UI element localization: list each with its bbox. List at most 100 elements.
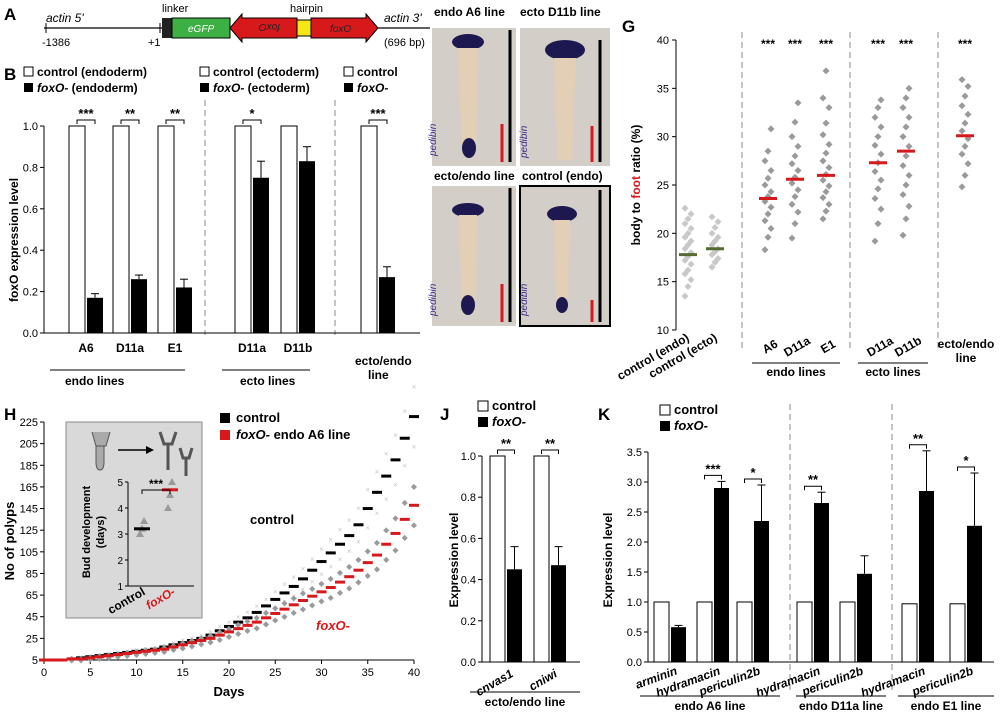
data-point <box>871 167 879 175</box>
significance-label: *** <box>788 37 802 51</box>
bar-foxo <box>551 565 566 662</box>
replicate-point: ◆ <box>281 598 288 607</box>
data-point <box>684 229 692 237</box>
legend-foxo-endo: foxO- (endoderm) <box>37 81 138 95</box>
bud-icon <box>178 447 194 476</box>
b-group-endo: endo lines <box>65 374 125 388</box>
data-point <box>825 104 833 112</box>
b-group-ecto: ecto lines <box>240 374 296 388</box>
significance-label: *** <box>78 106 94 121</box>
data-point <box>825 140 833 148</box>
significance-label: *** <box>761 37 775 51</box>
replicate-point: ◆ <box>226 632 233 641</box>
panel-i-inset-bg <box>65 421 203 619</box>
data-point <box>899 133 907 141</box>
data-point <box>708 213 716 221</box>
micrograph-c-stain: pedibin <box>428 123 439 157</box>
legend-foxo: foxO- <box>357 81 388 95</box>
data-point <box>899 104 907 112</box>
bar-control <box>696 601 713 663</box>
replicate-point: × <box>402 407 407 416</box>
micrograph-e-foot <box>461 295 475 315</box>
significance-bracket <box>744 478 762 483</box>
x-tick-label: 0 <box>41 667 47 679</box>
y-tick-label: 35 <box>657 83 669 95</box>
x-tick-label: D11a <box>781 333 813 359</box>
replicate-point: ◆ <box>392 514 399 523</box>
replicate-point: × <box>365 523 370 532</box>
x-tick-label: 40 <box>408 667 420 679</box>
micrograph-e-title: ecto/endo line <box>434 169 515 183</box>
data-point <box>899 231 907 239</box>
significance-bracket <box>120 119 140 124</box>
micrograph-c: endo A6 line pedibin <box>428 5 516 166</box>
replicate-point: ◆ <box>170 645 177 654</box>
data-point <box>902 152 910 160</box>
significance-bracket <box>242 119 262 124</box>
legend-foxo-italic: foxO- <box>236 427 270 442</box>
replicate-point: ◆ <box>337 568 344 577</box>
annotation-foxo: foxO- <box>316 618 350 633</box>
bar-foxo <box>967 525 982 662</box>
data-point <box>711 224 719 232</box>
group-label-ecto: ecto lines <box>865 365 921 379</box>
bar-control <box>489 455 506 663</box>
replicate-point: × <box>384 449 389 458</box>
micrograph-panels: endo A6 line pedibin ecto D11b line pedi… <box>428 5 611 327</box>
significance-bracket <box>165 119 185 124</box>
data-point <box>681 220 689 228</box>
replicate-point: ◆ <box>254 613 261 622</box>
x-tick-label: A6 <box>760 336 781 356</box>
data-point <box>767 225 775 232</box>
y-tick-label: 45 <box>26 612 38 624</box>
replicate-point: ◆ <box>263 620 270 629</box>
significance-bracket <box>141 489 171 494</box>
micrograph-d-title: ecto D11b line <box>520 5 601 19</box>
significance-bracket <box>497 449 515 454</box>
replicate-point: × <box>356 504 361 513</box>
replicate-point: ◆ <box>133 650 140 659</box>
significance-bracket <box>957 466 975 471</box>
y-tick-label: 25 <box>26 633 38 645</box>
replicate-point: × <box>338 526 343 535</box>
bar-control <box>68 125 86 334</box>
data-point <box>761 246 769 254</box>
replicate-point: ◆ <box>189 641 196 650</box>
hairpin-block <box>296 19 312 37</box>
y-tick-label: 20 <box>657 228 669 240</box>
replicate-point: ◆ <box>374 538 381 547</box>
replicate-point: ◆ <box>383 526 390 535</box>
group-label: endo A6 line <box>675 699 746 713</box>
x-tick-label: 25 <box>269 667 281 679</box>
y-tick-label: 1.0 <box>627 597 642 609</box>
replicate-point: × <box>412 383 417 392</box>
replicate-point: ◆ <box>180 638 187 647</box>
data-point <box>166 491 174 498</box>
legend-control: control <box>492 398 536 413</box>
bar-foxo <box>857 573 872 662</box>
replicate-point: ◆ <box>411 482 418 491</box>
legend-foxo-ecto: foxO- (ectoderm) <box>213 81 310 95</box>
linker-label: linker <box>162 3 189 15</box>
y-label-foot: foot <box>629 176 643 199</box>
replicate-point: ◆ <box>207 638 214 647</box>
replicate-point: ◆ <box>383 555 390 564</box>
y-tick-label: 65 <box>26 590 38 602</box>
micrograph-e-head <box>452 203 484 217</box>
legend-foxo-ecto-rest: (ectoderm) <box>244 81 309 95</box>
data-point <box>822 188 830 196</box>
replicate-point: ◆ <box>300 604 307 613</box>
group-label: endo E1 line <box>911 699 982 713</box>
replicate-point: × <box>245 608 250 617</box>
replicate-point: × <box>199 631 204 640</box>
replicate-point: ◆ <box>328 574 335 583</box>
legend-foxo-endo-rest: (endoderm) <box>68 81 137 95</box>
data-point <box>961 92 969 100</box>
legend-swatch-control <box>343 66 354 77</box>
data-point <box>681 204 689 212</box>
y-tick-label: 0.4 <box>23 245 38 257</box>
data-point <box>761 217 769 225</box>
replicate-point: × <box>402 461 407 470</box>
